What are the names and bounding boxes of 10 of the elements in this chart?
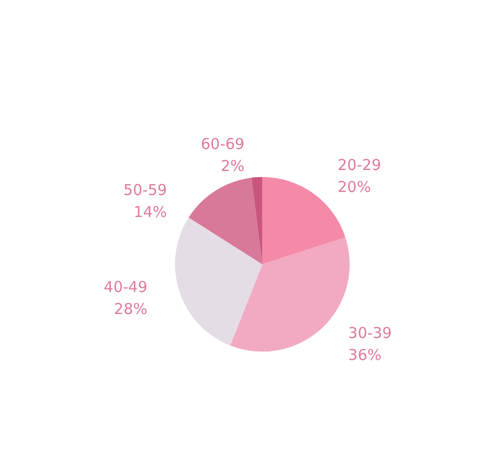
data-label: 14% — [134, 203, 167, 222]
data-label: 20% — [338, 178, 371, 196]
data-label: 2% — [220, 157, 244, 176]
slice-label: 30-39 — [348, 324, 392, 342]
slice-label: 20-29 — [338, 156, 382, 174]
data-label: 36% — [348, 346, 382, 364]
slice-label: 40-49 — [104, 278, 148, 296]
data-label: 28% — [114, 300, 148, 318]
slice-label: 50-59 — [123, 181, 167, 200]
slice-label: 60-69 — [200, 135, 244, 154]
